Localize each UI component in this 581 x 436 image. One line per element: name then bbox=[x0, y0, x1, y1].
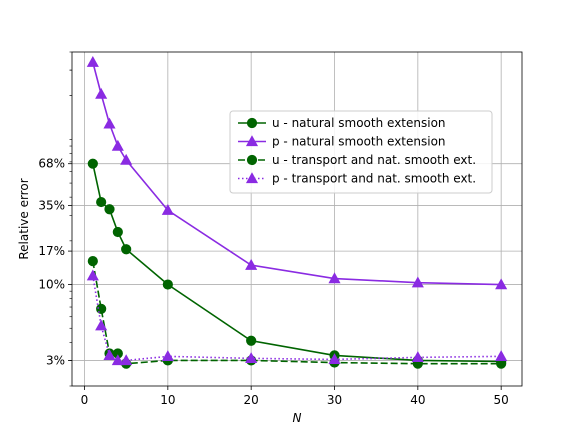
legend-entry: p - natural smooth extension bbox=[238, 135, 446, 149]
legend-marker bbox=[245, 172, 259, 184]
triangle-marker bbox=[245, 352, 258, 364]
triangle-marker bbox=[86, 56, 99, 67]
triangle-marker bbox=[161, 350, 174, 362]
legend-marker bbox=[246, 117, 258, 129]
circle-marker bbox=[162, 279, 173, 290]
triangle-marker bbox=[95, 87, 108, 99]
y-axis-label: Relative error bbox=[17, 178, 31, 259]
triangle-marker bbox=[411, 276, 424, 288]
legend-box bbox=[229, 110, 493, 194]
triangle-marker bbox=[103, 349, 116, 361]
triangle-marker bbox=[86, 269, 99, 281]
circle-marker bbox=[96, 303, 107, 314]
triangle-marker bbox=[161, 204, 174, 215]
y-tick-label: 10% bbox=[38, 278, 65, 292]
x-tick-label: 40 bbox=[410, 393, 425, 407]
triangle-marker bbox=[328, 272, 341, 284]
legend-label: u - natural smooth extension bbox=[272, 116, 446, 130]
triangle-marker bbox=[245, 258, 258, 270]
series-line bbox=[92, 163, 502, 363]
series-line bbox=[92, 260, 502, 365]
legend-entry: u - natural smooth extension bbox=[238, 116, 446, 130]
triangle-marker bbox=[120, 153, 133, 165]
circle-marker bbox=[104, 204, 115, 215]
triangle-marker bbox=[411, 351, 424, 363]
series-line bbox=[92, 275, 502, 362]
triangle-marker bbox=[495, 350, 508, 362]
x-tick-label: 30 bbox=[327, 393, 342, 407]
legend-label: u - transport and nat. smooth ext. bbox=[272, 153, 476, 167]
plot-frame bbox=[71, 51, 523, 387]
x-tick-label: 0 bbox=[81, 393, 89, 407]
circle-marker bbox=[112, 226, 123, 238]
legend-entry: p - transport and nat. smooth ext. bbox=[238, 172, 476, 186]
legend-marker bbox=[245, 135, 259, 147]
circle-marker bbox=[87, 256, 98, 267]
x-tick-label: 10 bbox=[160, 393, 175, 407]
legend-entry: u - transport and nat. smooth ext. bbox=[238, 153, 476, 167]
triangle-marker bbox=[103, 117, 116, 129]
tick-layer: 0 10 20 30 40 50 3% 10% 17% 35% 68% bbox=[38, 51, 509, 407]
triangle-marker bbox=[111, 139, 124, 151]
grid-lines bbox=[72, 52, 522, 386]
triangle-marker bbox=[95, 319, 108, 331]
x-tick-label: 50 bbox=[494, 393, 509, 407]
y-tick-label: 17% bbox=[38, 244, 65, 258]
series-layer bbox=[86, 56, 508, 369]
legend-marker bbox=[246, 154, 258, 166]
series-1 bbox=[86, 56, 508, 290]
legend-label: p - natural smooth extension bbox=[272, 135, 446, 149]
series-line bbox=[92, 62, 502, 286]
triangle-marker bbox=[328, 353, 341, 365]
y-tick-label: 35% bbox=[38, 199, 65, 213]
circle-marker bbox=[87, 158, 98, 169]
series-3 bbox=[86, 269, 508, 366]
x-axis-label: N bbox=[293, 411, 302, 425]
legend: u - natural smooth extension p - natural … bbox=[229, 110, 493, 194]
y-tick-label: 68% bbox=[38, 157, 65, 171]
x-tick-label: 20 bbox=[244, 393, 259, 407]
circle-marker bbox=[121, 244, 132, 255]
triangle-marker bbox=[120, 354, 133, 366]
circle-marker bbox=[96, 196, 107, 208]
triangle-marker bbox=[111, 354, 124, 366]
triangle-marker bbox=[495, 278, 508, 290]
y-tick-label: 3% bbox=[46, 353, 65, 367]
circle-marker bbox=[246, 335, 257, 346]
legend-label: p - transport and nat. smooth ext. bbox=[272, 172, 476, 186]
